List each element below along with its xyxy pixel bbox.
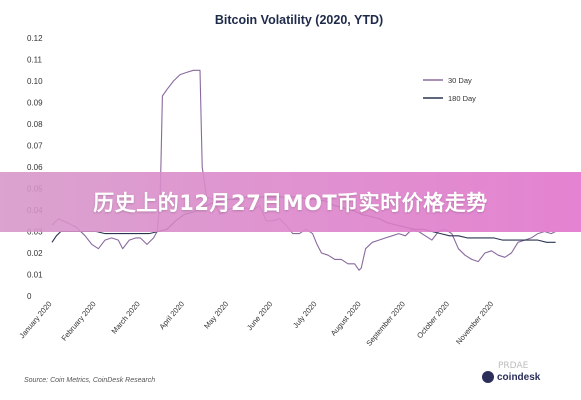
legend-label: 30 Day <box>448 76 472 85</box>
x-axis: January 2020 February 2020 March 2020 April… <box>17 300 495 348</box>
y-tick-label: 0.03 <box>27 228 43 237</box>
series-line-30-day <box>51 69 556 271</box>
y-axis: 00.010.020.030.040.050.060.070.080.090.1… <box>27 34 43 301</box>
banner-title: 历史上的12月27日MOT币实时价格走势 <box>93 191 488 215</box>
legend-label: 180 Day <box>448 94 476 103</box>
chart-legend: 30 Day 180 Day <box>423 76 476 103</box>
x-tick-label: January 2020 <box>17 300 53 341</box>
coindesk-logo-text: coindesk <box>497 371 541 383</box>
series-lines <box>51 69 556 271</box>
watermark: PRDAE <box>498 361 529 371</box>
x-tick-label: February 2020 <box>59 300 97 343</box>
y-tick-label: 0.11 <box>27 56 43 65</box>
x-tick-label: March 2020 <box>110 300 142 336</box>
y-tick-label: 0.08 <box>27 120 43 129</box>
y-tick-label: 0.07 <box>27 142 43 151</box>
x-tick-label: July 2020 <box>291 300 319 330</box>
y-tick-label: 0 <box>27 292 32 301</box>
x-tick-label: May 2020 <box>202 300 230 331</box>
y-tick-label: 0.10 <box>27 77 43 86</box>
y-tick-label: 0.02 <box>27 249 43 258</box>
y-tick-label: 0.06 <box>27 163 43 172</box>
chart-title: Bitcoin Volatility (2020, YTD) <box>215 13 383 27</box>
y-tick-label: 0.09 <box>27 99 43 108</box>
headline-banner: 历史上的12月27日MOT币实时价格走势 <box>0 172 581 232</box>
x-tick-label: September 2020 <box>364 300 407 348</box>
x-tick-label: August 2020 <box>329 300 363 338</box>
x-tick-label: October 2020 <box>415 300 451 341</box>
coindesk-logo-icon <box>482 371 494 383</box>
y-tick-label: 0.12 <box>27 34 43 43</box>
y-tick-label: 0.01 <box>27 271 43 280</box>
x-tick-label: November 2020 <box>454 300 495 347</box>
source-note: Source: Coin Metrics, CoinDesk Research <box>24 377 156 384</box>
x-tick-label: April 2020 <box>157 300 186 332</box>
x-tick-label: June 2020 <box>245 300 274 333</box>
coindesk-logo: coindesk <box>482 371 540 383</box>
